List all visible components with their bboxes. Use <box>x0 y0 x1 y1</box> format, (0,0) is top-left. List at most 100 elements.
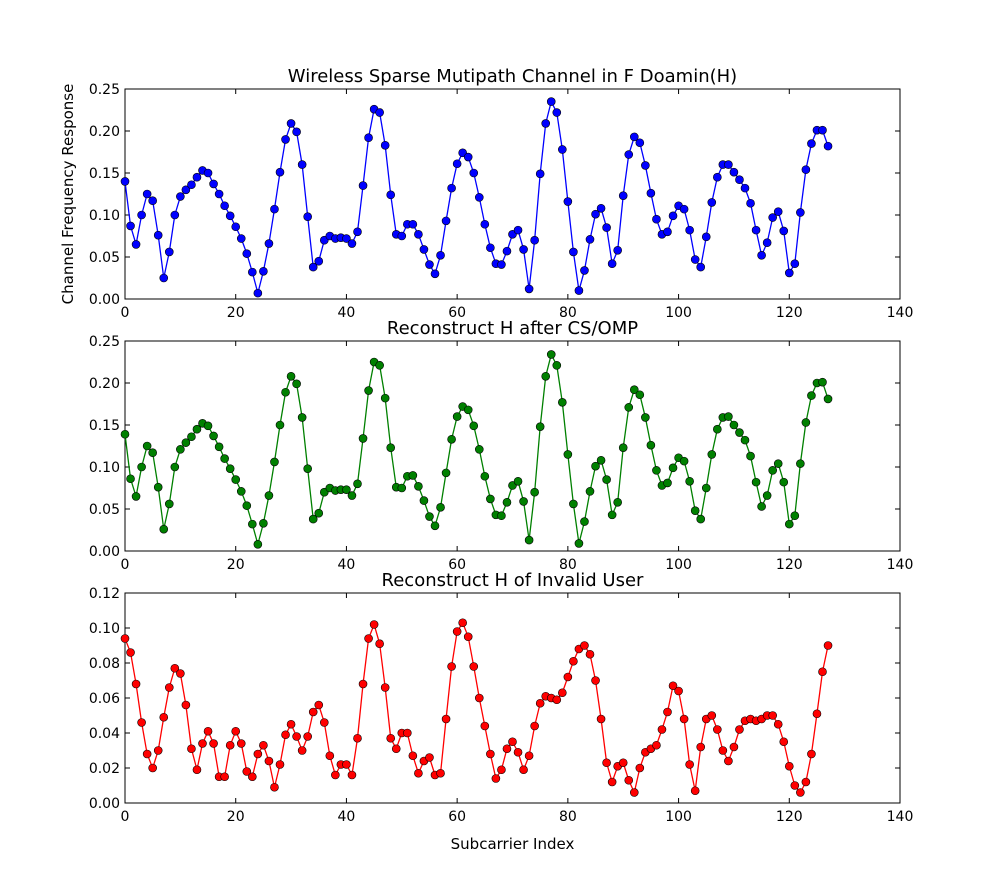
data-point <box>624 403 634 412</box>
data-point <box>779 737 789 747</box>
data-point <box>524 284 534 294</box>
data-point <box>679 456 689 466</box>
chart-title: Wireless Sparse Mutipath Channel in F Do… <box>288 66 737 87</box>
data-point <box>635 390 645 400</box>
data-point <box>469 168 479 178</box>
data-point <box>264 491 274 500</box>
data-point <box>297 160 307 169</box>
data-point <box>159 524 169 534</box>
data-point <box>386 443 396 452</box>
data-point <box>552 361 562 370</box>
subplot-3: 0 20 40 60 80 100 120 140 0.00 0.02 0.04 0.06 0.08 0.… <box>89 570 914 853</box>
y-tick-label: 0.00 <box>89 796 120 812</box>
data-point <box>126 221 135 231</box>
data-point <box>474 693 484 703</box>
data-point <box>652 740 661 750</box>
data-point <box>181 700 191 710</box>
data-point <box>585 235 595 244</box>
data-point <box>380 393 390 403</box>
data-point <box>546 97 556 106</box>
data-point <box>314 700 324 710</box>
data-point <box>768 711 777 720</box>
x-tick-label: 80 <box>559 809 577 825</box>
data-point <box>474 445 484 454</box>
data-point <box>729 742 739 752</box>
data-point <box>120 634 130 643</box>
data-point <box>530 487 539 497</box>
data-point <box>591 676 600 685</box>
x-tick-label: 100 <box>665 557 692 573</box>
data-point <box>685 476 694 486</box>
y-tick-label: 0.10 <box>89 621 120 637</box>
data-point <box>607 259 617 269</box>
data-point <box>458 618 467 628</box>
data-point <box>170 210 180 220</box>
data-point <box>164 499 174 509</box>
x-tick-label: 20 <box>227 305 245 321</box>
y-tick-label: 0.06 <box>89 691 120 707</box>
data-point <box>773 459 783 468</box>
data-point <box>585 649 595 659</box>
data-point <box>524 535 534 545</box>
data-point <box>225 740 235 750</box>
data-point <box>286 371 296 381</box>
data-point <box>784 268 794 278</box>
data-point <box>380 140 390 150</box>
y-tick-label: 0.00 <box>89 292 120 308</box>
data-point <box>148 448 157 458</box>
data-point <box>137 462 146 472</box>
data-point <box>530 235 539 245</box>
data-point <box>729 167 739 177</box>
data-point <box>596 455 606 465</box>
data-point <box>331 770 340 780</box>
data-point <box>270 204 279 214</box>
data-point <box>574 539 584 548</box>
x-tick-label: 60 <box>448 557 466 573</box>
data-point <box>596 714 606 724</box>
data-point <box>303 212 312 221</box>
data-point <box>480 219 490 229</box>
data-point <box>364 634 373 643</box>
data-point <box>613 497 622 507</box>
data-point <box>347 770 357 780</box>
data-point <box>685 225 694 235</box>
data-point <box>818 377 827 387</box>
data-point <box>818 125 827 135</box>
data-point <box>275 760 285 769</box>
y-tick-label: 0.20 <box>89 376 120 392</box>
data-point <box>164 683 174 692</box>
data-point <box>209 179 218 189</box>
data-point <box>729 420 739 430</box>
data-point <box>131 679 141 689</box>
data-point <box>264 239 274 248</box>
data-point <box>751 477 761 487</box>
data-point <box>718 746 728 755</box>
x-tick-label: 40 <box>338 557 356 573</box>
data-point <box>558 688 567 698</box>
data-point <box>192 424 202 434</box>
data-point <box>724 160 733 169</box>
data-point <box>281 135 290 144</box>
data-point <box>192 765 202 775</box>
data-point <box>807 391 816 400</box>
data-point <box>214 189 224 199</box>
data-point <box>397 231 407 241</box>
data-point <box>319 718 329 727</box>
data-point <box>613 245 622 255</box>
data-point <box>447 434 456 444</box>
data-point <box>502 497 512 507</box>
x-tick-label: 140 <box>887 809 914 825</box>
chart-title: Reconstruct H of Invalid User <box>382 570 645 591</box>
data-point <box>502 246 512 256</box>
data-point <box>558 398 567 407</box>
data-point <box>148 196 157 206</box>
data-point <box>724 412 733 421</box>
data-point <box>563 450 573 459</box>
data-point <box>259 266 268 276</box>
data-point <box>308 262 318 272</box>
data-point <box>602 223 611 232</box>
x-tick-label: 120 <box>776 305 803 321</box>
data-point <box>696 514 706 524</box>
data-point <box>170 462 180 472</box>
